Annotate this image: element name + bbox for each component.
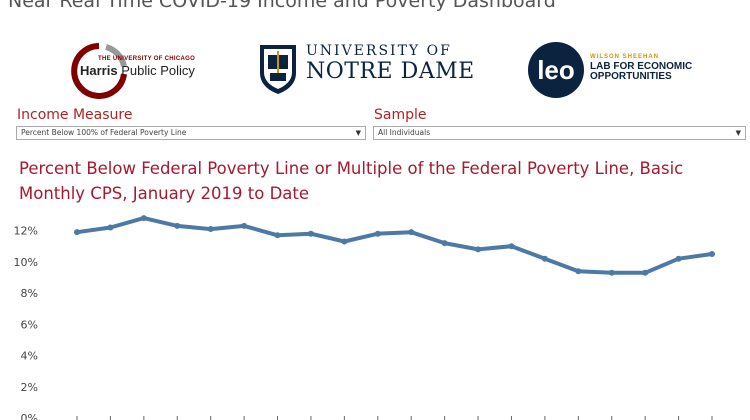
notre-dame-line2: NOTRE DAME (306, 59, 475, 84)
y-tick-label: 12% (14, 225, 38, 238)
leo-line2: OPPORTUNITIES (590, 71, 672, 82)
leo-line1: LAB FOR ECONOMIC (590, 61, 693, 72)
data-point[interactable] (174, 222, 181, 229)
notre-dame-logo: UNIVERSITY OF NOTRE DAME (258, 43, 478, 99)
data-point[interactable] (241, 222, 248, 229)
y-tick-label: 6% (21, 318, 38, 331)
data-point[interactable] (675, 255, 682, 262)
harris-name: Harris Public Policy (80, 63, 195, 78)
data-point[interactable] (374, 230, 381, 237)
y-tick-label: 2% (21, 381, 38, 394)
data-point[interactable] (140, 215, 147, 222)
data-point[interactable] (508, 243, 515, 250)
harris-name-rest: Public Policy (117, 63, 195, 78)
y-tick-label: 10% (14, 256, 38, 269)
dashboard-title: Near Real Time COVID-19 Income and Pover… (8, 0, 556, 12)
data-point[interactable] (307, 230, 314, 237)
income-measure-label: Income Measure (17, 107, 133, 123)
sample-select[interactable]: All Individuals ▼ (373, 126, 746, 140)
data-point[interactable] (107, 224, 114, 231)
leo-logo: leo WILSON SHEEHAN LAB FOR ECONOMIC OPPO… (528, 42, 718, 100)
harris-university-text: THE UNIVERSITY OF CHICAGO (98, 56, 196, 62)
y-tick-label: 8% (21, 287, 38, 300)
data-point[interactable] (341, 238, 348, 245)
income-measure-value: Percent Below 100% of Federal Poverty Li… (21, 128, 187, 137)
leo-name: LAB FOR ECONOMIC OPPORTUNITIES (590, 62, 692, 82)
harris-public-policy-logo: THE UNIVERSITY OF CHICAGO Harris Public … (70, 42, 210, 100)
notre-dame-line1: UNIVERSITY OF (306, 43, 452, 59)
data-point[interactable] (274, 232, 281, 239)
income-measure-select[interactable]: Percent Below 100% of Federal Poverty Li… (16, 126, 366, 140)
y-tick-label: 0% (21, 412, 38, 420)
series-line[interactable] (75, 216, 714, 275)
sample-dropdown-icon: ▼ (735, 129, 741, 137)
data-point[interactable] (642, 269, 649, 276)
leo-small-text: WILSON SHEEHAN (590, 54, 660, 60)
harris-name-bold: Harris (80, 63, 118, 78)
data-point[interactable] (541, 255, 548, 262)
data-point[interactable] (709, 251, 715, 258)
notre-dame-shield-icon (260, 45, 296, 94)
harris-ring-icon (71, 43, 127, 99)
y-tick-label: 4% (21, 350, 38, 363)
leo-mark: leo (528, 42, 584, 98)
data-point[interactable] (441, 240, 448, 247)
sample-label: Sample (374, 107, 427, 123)
data-point[interactable] (408, 229, 415, 236)
sample-value: All Individuals (378, 128, 431, 137)
data-point[interactable] (608, 269, 615, 276)
chart-title: Percent Below Federal Poverty Line or Mu… (19, 159, 684, 203)
data-point[interactable] (207, 226, 214, 233)
data-point[interactable] (575, 268, 582, 275)
data-point[interactable] (475, 246, 482, 253)
data-point[interactable] (74, 229, 80, 236)
income-measure-dropdown-icon: ▼ (355, 129, 361, 137)
